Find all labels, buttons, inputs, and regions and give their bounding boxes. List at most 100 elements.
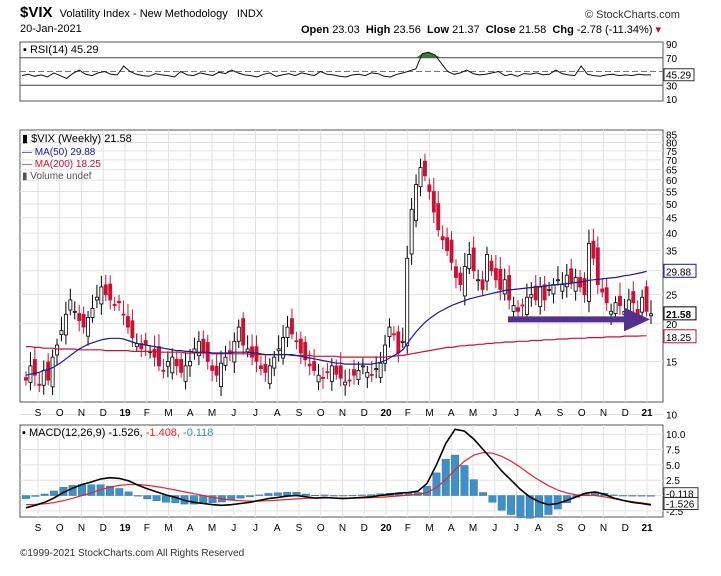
macd-value-label: -1.526 [666,500,695,511]
macd-x-tick-label: M [164,523,172,534]
macd-x-tick-label: J [514,523,519,534]
high-label: High [365,24,391,36]
rsi-legend: ▪ RSI(14) 45.29 [23,44,98,56]
candle-body [600,288,605,293]
candle-body [157,346,161,367]
candle-body [285,326,290,338]
macd-tick-label: 5.0 [666,461,680,472]
candle-body [405,257,410,347]
candle-body [334,365,339,375]
low-label: Low [427,24,450,36]
candle-body [533,285,538,301]
macd-x-tick-label: N [339,523,346,534]
macd-histogram-bar [525,495,534,519]
candle-body [214,365,219,376]
macd-histogram-bar [311,495,320,496]
brand-link[interactable]: © StockCharts.com [585,9,680,21]
price-x-tick-label: M [164,408,172,419]
candle-body [263,363,268,373]
candle-body [59,330,64,335]
candle-body [125,316,130,328]
candle-body [538,286,543,308]
macd-tick-label: -2.5 [666,507,684,518]
ma200-value-box [663,329,697,344]
candle-body [365,371,370,378]
macd-histogram-bar [264,493,273,496]
candle-body [502,279,507,295]
macd-histogram-bar [637,495,646,497]
candle-body [179,359,184,373]
macd-histogram-bar [40,493,49,496]
candle-body [604,287,609,304]
macd-histogram-bar [647,495,655,497]
candle-body [196,340,201,357]
candle-body [454,266,458,278]
macd-x-tick-label: M [425,523,433,534]
macd-histogram-bar [189,495,198,505]
candle-body [24,377,28,381]
candle-body [50,356,55,388]
rsi-tick-label: 10 [666,95,678,106]
macd-histogram-bar [609,494,618,496]
price-tick-label: 35 [666,247,678,258]
macd-legend: ▪ MACD(12,26,9) -1.526, -1.408, -0.118 [22,427,213,439]
candle-body [343,381,348,386]
ma50-value-label: 29.88 [666,267,691,278]
candle-body [303,342,308,361]
price-x-tick-label: O [56,408,64,419]
macd-histogram-bar [50,490,58,496]
macd-histogram-bar [22,495,30,499]
candle-body [409,208,414,255]
candle-body [649,313,653,317]
macd-x-tick-label: 19 [119,523,131,534]
macd-x-tick-label: D [361,523,368,534]
price-x-tick-label: D [622,408,629,419]
price-x-tick-label: N [600,408,607,419]
macd-histogram-bar [134,495,142,497]
candle-body [391,333,396,336]
price-tick-label: 10 [666,410,678,421]
rsi-legend-bg [21,43,117,55]
candle-body [414,184,419,222]
macd-histogram-bar [283,491,292,496]
macd-histogram-bar [273,492,282,496]
candle-body [458,272,463,285]
close-label: Close [485,24,516,36]
candle-body [77,313,82,321]
price-tick-label: 25 [666,291,678,302]
price-tick-label: 15 [666,357,678,368]
macd-x-tick-label: A [187,523,194,534]
price-tick-label: 45 [666,214,678,225]
candle-body [165,361,170,367]
candle-body [560,284,565,292]
macd-tick-label: 10.0 [666,430,686,441]
macd-histogram-bar [320,494,329,496]
macd-x-tick-label: M [208,523,216,534]
price-tick-label: 70 [666,156,678,167]
price-x-tick-label: S [296,408,303,419]
price-tick-label: 50 [666,200,678,211]
macd-histogram-bar [199,495,208,504]
price-tick-label: 55 [666,187,678,198]
macd-x-tick-label: F [405,523,411,534]
macd-histogram-bar [236,495,245,499]
macd-histogram-bar [432,472,441,496]
candle-body [547,289,552,291]
macd-x-tick-label: J [492,523,497,534]
candle-body [188,361,192,367]
ma200-line [26,335,647,358]
candle-body [582,278,587,296]
price-tick-label: 85 [666,131,678,142]
candle-body [467,253,472,270]
ohlc-readout: Open 23.03 High 23.56 Low 21.37 Close 21… [301,24,662,36]
macd-tick-label: 7.5 [666,446,680,457]
price-tick-label: 80 [666,138,678,149]
open-value: 23.03 [332,24,360,36]
rsi-tick-label: 90 [666,40,678,51]
price-tick-label: 75 [666,147,678,158]
ma50-legend: — MA(50) 29.88 [22,147,96,158]
candle-body [631,291,636,304]
candle-body [139,343,144,350]
macd-histogram-bar [441,459,450,496]
candle-body [130,320,135,338]
